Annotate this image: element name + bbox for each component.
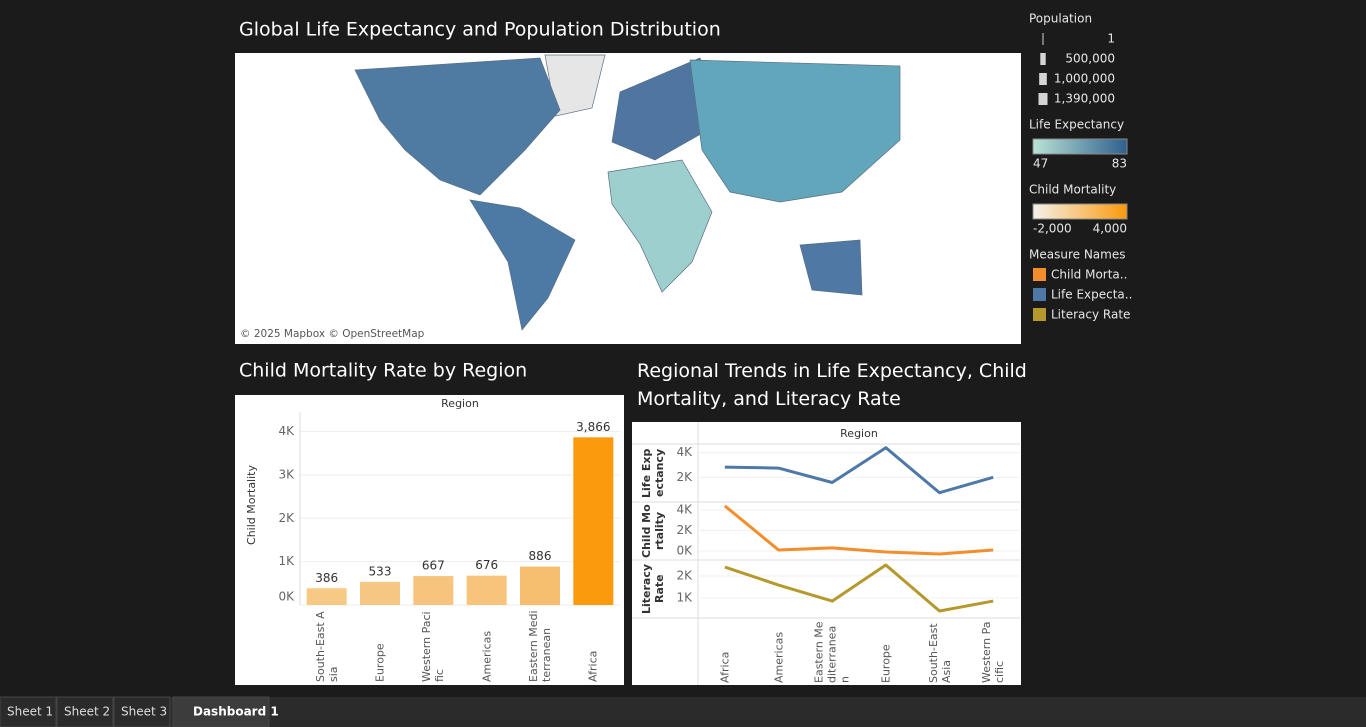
- chart-title: Regional Trends in Life Expectancy, Chil…: [637, 360, 1027, 410]
- north-america: [354, 57, 561, 196]
- y-tick-label: 4K: [278, 424, 295, 438]
- legend-label: Child Morta..: [1051, 268, 1127, 282]
- size-swatch: [1038, 93, 1048, 105]
- bar: [413, 576, 454, 605]
- legend-label: 47: [1033, 157, 1048, 171]
- row-label: Literacy Rate: [640, 563, 666, 615]
- x-tick-label: Americas: [480, 630, 494, 682]
- legend-label: Literacy Rate: [1051, 308, 1130, 322]
- tab[interactable]: [113, 696, 171, 727]
- line-series: [724, 563, 994, 613]
- x-tick-label: Eastern Mediterranean: [812, 621, 852, 683]
- chart-title: Global Life Expectancy and Population Di…: [239, 19, 721, 41]
- y-tick-label: 2K: [676, 523, 693, 537]
- tab[interactable]: [172, 696, 270, 727]
- legend-title: Population: [1029, 12, 1092, 26]
- value-label: 3,866: [576, 420, 610, 434]
- legend-swatch: [1033, 288, 1046, 301]
- color-ramp: [1032, 138, 1128, 155]
- x-tick-label: Eastern Mediterranean: [527, 610, 553, 682]
- x-tick-label: Africa: [718, 651, 732, 683]
- bar: [466, 575, 507, 605]
- tab[interactable]: [0, 696, 57, 727]
- x-axis-title: Region: [441, 397, 479, 410]
- tab-label[interactable]: Dashboard 1: [193, 705, 279, 719]
- x-tick-label: Western Pacific: [420, 611, 447, 682]
- africa: [607, 159, 713, 293]
- line-series: [724, 446, 994, 495]
- map-attribution: © 2025 Mapbox © OpenStreetMap: [240, 328, 425, 340]
- size-swatch: [1040, 53, 1046, 65]
- legend-label: 1,000,000: [1054, 72, 1115, 86]
- y-tick-label: 0K: [278, 590, 295, 604]
- tab[interactable]: [56, 696, 114, 727]
- legend-title: Life Expectancy: [1029, 118, 1124, 132]
- x-tick-label: Africa: [586, 650, 600, 682]
- bar: [520, 566, 560, 605]
- x-axis-title: Region: [840, 427, 878, 440]
- color-ramp: [1032, 203, 1128, 220]
- australia: [799, 239, 863, 296]
- legend-label: Life Expecta..: [1051, 288, 1132, 302]
- y-tick-label: 1K: [278, 554, 295, 568]
- value-label: 676: [475, 558, 498, 572]
- x-tick-label: Europe: [879, 644, 893, 683]
- value-label: 533: [369, 564, 392, 578]
- asia: [689, 59, 901, 203]
- tab-label[interactable]: Sheet 1: [7, 705, 53, 719]
- tab-label[interactable]: Sheet 3: [121, 705, 167, 719]
- y-tick-label: 1K: [676, 591, 693, 605]
- legend-label: 1,390,000: [1054, 92, 1115, 106]
- legend-title: Measure Names: [1029, 248, 1125, 262]
- y-axis-title: Child Mortality: [245, 465, 258, 545]
- x-tick-label: South-East Asia: [313, 611, 340, 682]
- legend-label: 4,000: [1093, 222, 1127, 236]
- y-tick-label: 0K: [676, 543, 693, 557]
- bar: [360, 581, 400, 605]
- legend-label: -2,000: [1033, 222, 1072, 236]
- legend-label: 500,000: [1065, 52, 1115, 66]
- legend-swatch: [1033, 268, 1046, 281]
- bar: [306, 588, 347, 605]
- map-land: [354, 54, 901, 331]
- legend-swatch: [1033, 308, 1046, 321]
- value-label: 886: [529, 549, 552, 563]
- row-label: Life Expectancy: [640, 448, 666, 498]
- size-swatch: [1042, 33, 1044, 45]
- tab-label[interactable]: Sheet 2: [64, 705, 110, 719]
- x-tick-label: Europe: [373, 643, 387, 682]
- y-tick-label: 2K: [676, 470, 693, 484]
- south-america: [469, 199, 576, 331]
- row-label: Child Mortality: [640, 504, 666, 558]
- legend-label: 83: [1112, 157, 1127, 171]
- y-tick-label: 2K: [278, 511, 295, 525]
- x-tick-label: Americas: [772, 631, 785, 683]
- line-series: [723, 504, 994, 556]
- legend-title: Child Mortality: [1029, 183, 1116, 197]
- legend-label: 1: [1107, 32, 1115, 46]
- bar: [573, 437, 614, 605]
- value-label: 667: [422, 559, 445, 573]
- y-tick-label: 2K: [676, 569, 693, 583]
- x-tick-label: Western Pacific: [980, 621, 1007, 684]
- value-label: 386: [315, 571, 338, 585]
- chart-title: Child Mortality Rate by Region: [239, 360, 527, 382]
- y-tick-label: 4K: [676, 502, 693, 516]
- size-swatch: [1039, 73, 1047, 85]
- y-tick-label: 4K: [676, 445, 693, 459]
- x-tick-label: South-East Asia: [926, 623, 953, 683]
- y-tick-label: 3K: [278, 467, 295, 481]
